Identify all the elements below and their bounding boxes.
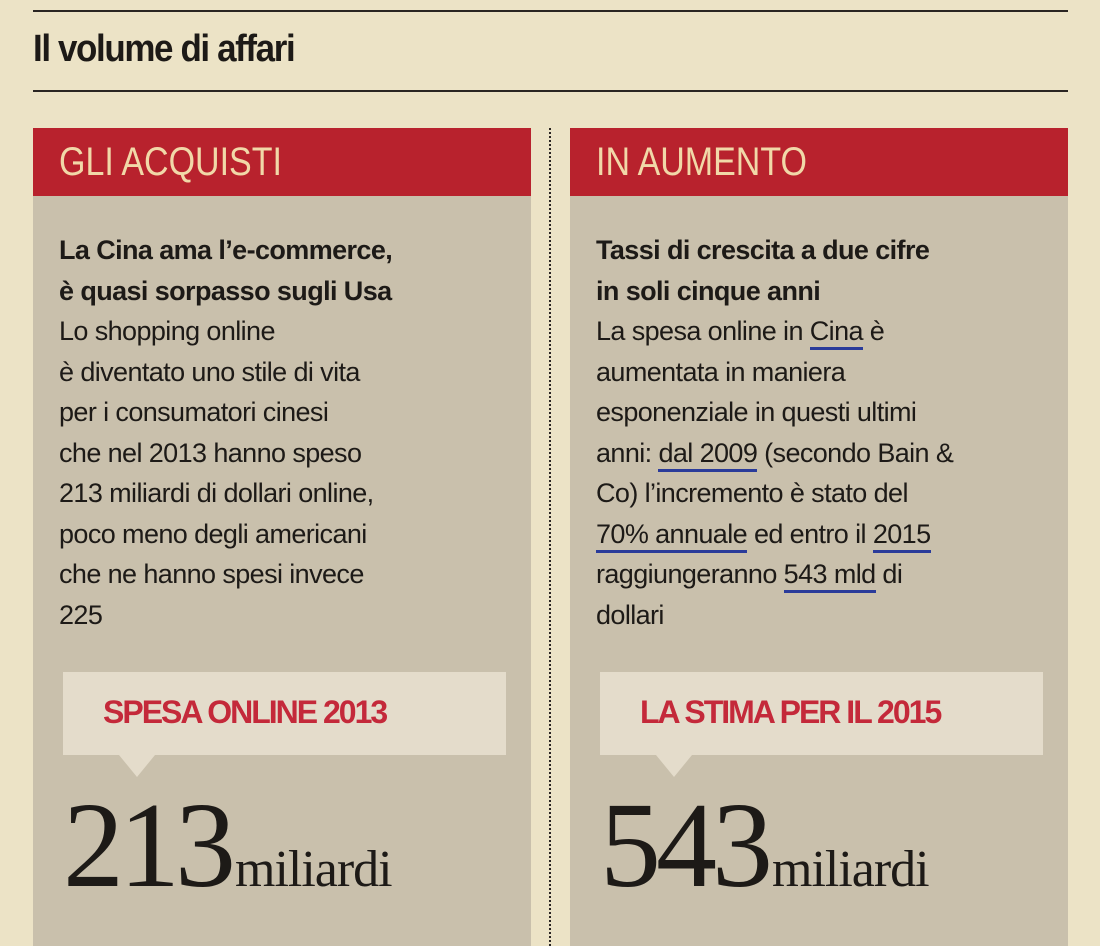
text-line: poco meno degli americani	[59, 518, 367, 549]
top-rule	[33, 10, 1068, 12]
left-header: GLI ACQUISTI	[33, 128, 531, 196]
left-callout-label: SPESA ONLINE 2013	[103, 694, 388, 730]
left-column: GLI ACQUISTI La Cina ama l’e-commerce, è …	[33, 128, 531, 946]
text-line: esponenziale in questi ultimi	[596, 392, 953, 433]
left-figure: 213miliardi	[63, 776, 393, 916]
text-line: aumentata in maniera	[596, 352, 953, 393]
right-figure: 543miliardi	[600, 776, 930, 916]
text-line: 70% annuale ed entro il 2015	[596, 514, 953, 555]
underlined-text: 70% annuale	[596, 518, 748, 553]
text-segment: dollari	[596, 599, 664, 630]
title-rule	[33, 90, 1068, 92]
text-line: è diventato uno stile di vita	[59, 356, 360, 387]
right-header-label: IN AUMENTO	[596, 140, 807, 184]
text-line: che nel 2013 hanno speso	[59, 437, 362, 468]
right-callout-label: LA STIMA PER IL 2015	[640, 694, 942, 730]
underlined-text: 2015	[872, 518, 931, 553]
left-panel: La Cina ama l’e-commerce, è quasi sorpass…	[33, 196, 531, 946]
headline-line: è quasi sorpasso sugli Usa	[59, 275, 392, 306]
underlined-text: Cina	[809, 316, 864, 350]
underlined-text: 543 mld	[783, 559, 876, 593]
right-figure-unit: miliardi	[772, 841, 930, 898]
text-segment: ed entro il	[747, 518, 873, 549]
text-line: raggiungeranno 543 mld di	[596, 554, 953, 595]
text-line: La spesa online in Cina è	[596, 311, 953, 352]
left-header-label: GLI ACQUISTI	[59, 140, 282, 184]
text-line: 213 miliardi di dollari online,	[59, 478, 374, 508]
text-segment: anni:	[596, 437, 659, 468]
text-line: 225	[59, 599, 103, 630]
right-header: IN AUMENTO	[570, 128, 1068, 196]
text-line: dollari	[596, 595, 953, 636]
left-body: La Cina ama l’e-commerce, è quasi sorpass…	[59, 230, 393, 635]
left-callout: SPESA ONLINE 2013	[63, 672, 506, 777]
page-title: Il volume di affari	[33, 28, 296, 70]
text-line: anni: dal 2009 (secondo Bain &	[596, 433, 954, 474]
headline-line: Tassi di crescita a due cifre	[596, 235, 930, 265]
right-figure-number: 543	[600, 778, 773, 913]
text-line: per i consumatori cinesi	[59, 397, 329, 427]
left-figure-unit: miliardi	[235, 841, 393, 898]
underlined-text: dal 2009	[658, 437, 758, 472]
text-segment: esponenziale in questi ultimi	[596, 397, 917, 427]
headline-line: La Cina ama l’e-commerce,	[59, 235, 393, 265]
left-figure-number: 213	[63, 778, 236, 913]
right-body: Tassi di crescita a due cifre in soli cin…	[596, 230, 954, 636]
text-line: Co) l’incremento è stato del	[596, 473, 953, 514]
text-segment: (secondo Bain &	[757, 437, 954, 468]
text-segment: aumentata in maniera	[596, 356, 846, 387]
text-segment: La spesa online in	[596, 316, 810, 346]
right-column: IN AUMENTO Tassi di crescita a due cifre…	[570, 128, 1068, 946]
right-panel: Tassi di crescita a due cifre in soli cin…	[570, 196, 1068, 946]
text-line: che ne hanno spesi invece	[59, 559, 364, 589]
text-segment: è	[862, 316, 885, 346]
right-callout: LA STIMA PER IL 2015	[600, 672, 1043, 777]
headline-line: in soli cinque anni	[596, 275, 821, 306]
text-segment: di	[875, 559, 903, 589]
column-divider	[549, 128, 551, 946]
text-segment: Co) l’incremento è stato del	[596, 478, 908, 508]
text-segment: raggiungeranno	[596, 559, 784, 589]
text-line: Lo shopping online	[59, 316, 276, 346]
